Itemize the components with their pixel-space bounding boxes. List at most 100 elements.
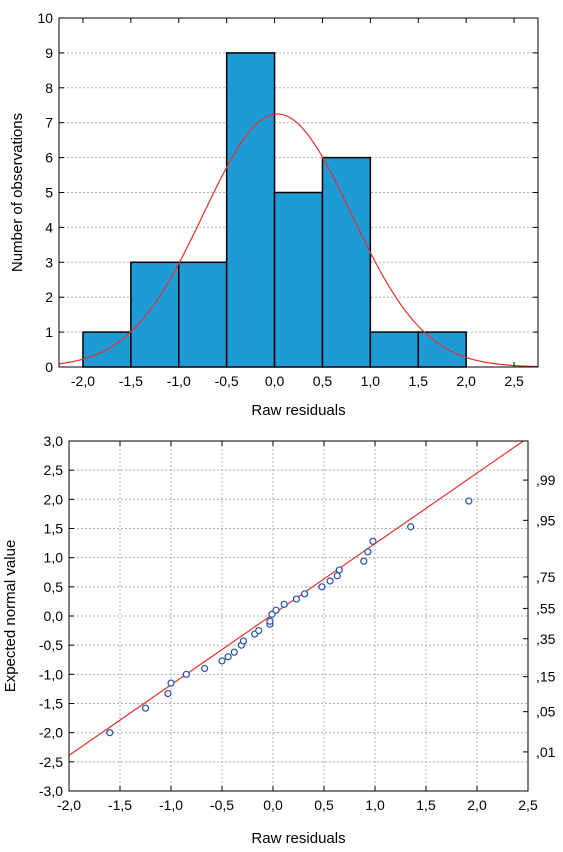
probability-plot-y-tick-label: 2,5 (44, 462, 64, 478)
data-point (318, 583, 326, 591)
probability-plot-y-tick-label: 3,0 (44, 433, 64, 449)
probability-plot-x-axis-title: Raw residuals (251, 830, 345, 847)
data-point (239, 637, 248, 645)
data-point (292, 595, 301, 603)
histogram-bar (273, 191, 324, 368)
data-point (230, 648, 238, 656)
data-point (224, 653, 232, 661)
histogram-y-tick-label: 4 (45, 219, 53, 235)
histogram-y-tick-labels: 0 1 2 3 4 5 6 7 8 9 10 (37, 10, 53, 375)
histogram-y-tick-label: 1 (45, 324, 53, 340)
histogram-y-tick-label: 6 (45, 150, 53, 166)
histogram-bar (369, 331, 420, 368)
probability-plot-y-axis-title: Expected normal value (2, 540, 19, 693)
histogram-x-tick-label: 1,5 (409, 373, 429, 389)
data-point (255, 626, 263, 635)
data-point (326, 577, 334, 585)
data-point (182, 670, 190, 678)
normal-curve (58, 113, 539, 368)
data-point (218, 657, 226, 665)
probability-plot-y-tick-label: -0,5 (39, 637, 63, 653)
histogram-y-tick-label: 3 (45, 254, 53, 270)
histogram-x-tick-label: 1,0 (361, 373, 381, 389)
probability-plot-x-tick-label: -1,5 (108, 797, 132, 813)
histogram-x-tick-label: -0,5 (215, 373, 239, 389)
probability-plot-x-tick-label: -1,0 (159, 797, 183, 813)
histogram-y-tick-label: 2 (45, 289, 53, 305)
data-point (335, 566, 343, 574)
probability-plot-y-tick-label: 0,5 (44, 579, 64, 595)
probability-plot-y-tick-label: 1,5 (44, 521, 64, 537)
data-point (364, 548, 372, 556)
data-point (164, 689, 172, 698)
histogram-x-tick-label: -2,0 (71, 373, 95, 389)
probability-plot-x-tick-label: 0,0 (263, 797, 283, 813)
histogram-y-tick-label: 0 (45, 359, 53, 375)
histogram-x-tick-label: -1,0 (167, 373, 191, 389)
probability-plot-right-tick-label: ,75 (536, 569, 556, 585)
probability-plot-x-tick-label: -2,0 (57, 797, 81, 813)
histogram-bar (130, 261, 180, 368)
data-point (167, 679, 175, 687)
histogram-x-tick-label: 2,0 (456, 373, 476, 389)
histogram-x-tick-labels: -2,0 -1,5 -1,0 -0,5 0,0 0,5 1,0 1,5 2,0 2,5 (71, 373, 524, 389)
data-point (369, 537, 377, 545)
data-point (272, 606, 280, 614)
histogram-bars (82, 52, 467, 368)
probability-plot-y-tick-label: -2,5 (39, 754, 63, 770)
histogram-bar (417, 331, 467, 368)
probability-plot-right-tick-label: ,99 (536, 472, 556, 488)
probability-plot-y-tick-label: -3,0 (39, 783, 63, 799)
histogram-x-tick-label: 0,5 (313, 373, 333, 389)
data-point (301, 590, 309, 598)
data-point (106, 729, 114, 737)
probability-plot-x-tick-label: 0,5 (314, 797, 334, 813)
histogram-y-tick-label: 5 (45, 185, 53, 201)
data-point (465, 497, 473, 505)
probability-plot-right-tick-label: ,35 (536, 631, 556, 647)
histogram-ticks (59, 17, 538, 368)
normal-probability-plot: -2,0 -1,5 -1,0 -0,5 0,0 0,5 1,0 1,5 2,0 2,5 -3,0-… (2, 433, 556, 847)
probability-plot-grid (69, 441, 528, 791)
histogram-x-tick-label: 0,0 (265, 373, 285, 389)
probability-plot-x-tick-labels: -2,0 -1,5 -1,0 -0,5 0,0 0,5 1,0 1,5 2,0 2,5 (57, 797, 538, 813)
probability-plot-y-tick-label: -1,5 (39, 696, 63, 712)
data-point (201, 664, 209, 673)
probability-plot-y-tick-label: 1,0 (44, 550, 64, 566)
probability-plot-points (106, 497, 473, 737)
probability-plot-right-tick-label: ,05 (536, 704, 556, 720)
probability-plot-x-tick-label: 1,0 (365, 797, 385, 813)
data-point (268, 610, 276, 618)
histogram-x-tick-label: -1,5 (119, 373, 143, 389)
histogram-y-tick-label: 10 (37, 10, 53, 26)
data-point (141, 704, 150, 712)
data-point (360, 557, 368, 565)
data-point (333, 572, 341, 580)
probability-plot-x-tick-label: 2,5 (518, 797, 538, 813)
histogram-y-tick-label: 8 (45, 80, 53, 96)
histogram-bar (321, 156, 372, 368)
probability-plot-ticks (68, 440, 529, 792)
histogram-x-axis-title: Raw residuals (251, 402, 345, 419)
probability-plot-x-tick-label: 2,0 (467, 797, 487, 813)
histogram-y-axis-title: Number of observations (9, 113, 26, 272)
histogram-bar (178, 261, 228, 368)
probability-plot-y-tick-label: -2,0 (39, 725, 63, 741)
probability-plot-x-tick-label: -0,5 (210, 797, 234, 813)
histogram-x-tick-label: 2,5 (504, 373, 524, 389)
probability-plot-y-tick-label: 2,0 (44, 491, 64, 507)
probability-plot-y-tick-label: 0,0 (44, 608, 64, 624)
probability-plot-right-tick-label: ,55 (536, 600, 556, 616)
histogram-bar (225, 52, 276, 368)
histogram-chart: -2,0 -1,5 -1,0 -0,5 0,0 0,5 1,0 1,5 2,0 2,5 0 1 2 3 4… (9, 10, 539, 419)
data-point (280, 600, 288, 608)
probability-plot-right-tick-label: ,15 (536, 669, 556, 685)
probability-plot-right-tick-label: ,95 (536, 512, 556, 528)
histogram-y-tick-label: 7 (45, 115, 53, 131)
probability-plot-right-tick-labels: ,01 ,05 ,15 ,35 ,55 ,75 ,95 ,99 (536, 472, 556, 760)
probability-plot-x-tick-label: 1,5 (416, 797, 436, 813)
probability-plot-y-tick-label: -1,0 (39, 666, 63, 682)
probability-plot-right-tick-label: ,01 (536, 744, 556, 760)
probability-plot-y-tick-labels: -3,0 -2,5 -2,0 -1,5 -1,0 -0,5 0,0 0,5 1,0 1,5 2,0 2… (39, 433, 63, 799)
